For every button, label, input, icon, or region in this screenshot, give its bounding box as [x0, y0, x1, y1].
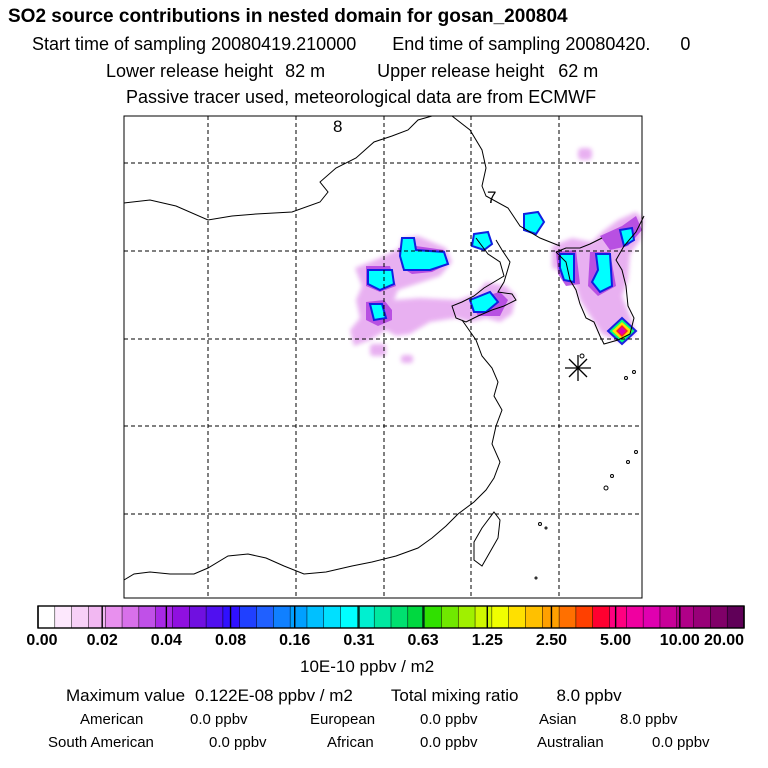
total-label: Total mixing ratio [390, 686, 519, 705]
tracer-note: Passive tracer used, meteorological data… [126, 87, 597, 107]
max-value: 0.122E-08 ppbv / m2 [195, 686, 353, 705]
colorbar-tick-label: 20.00 [703, 632, 745, 649]
colorbar-tick-label: 10.00 [659, 632, 700, 649]
region-african-label: African [327, 734, 374, 751]
region-european-label: European [310, 711, 376, 728]
colorbar-tick-label: 0.63 [407, 632, 439, 649]
region-african-value: 0.0 ppbv [420, 734, 478, 751]
colorbar-tick-label: 0.04 [150, 632, 182, 649]
summary-line: Maximum value 0.122E-08 ppbv / m2 Total mi… [66, 686, 622, 706]
region-american-label: American [80, 711, 144, 728]
release-heights: Lower release height 82 m Upper release he… [106, 61, 598, 82]
colorbar-tick-label: 1.25 [471, 632, 503, 649]
region-south-american-label: South American [48, 734, 154, 751]
region-south-american-value: 0.0 ppbv [209, 734, 267, 751]
upper-height-label: Upper release height [377, 61, 545, 81]
sampling-times: Start time of sampling 20080419.210000 En… [32, 34, 690, 55]
time-marker-7: 7 [487, 188, 496, 207]
region-european-value: 0.0 ppbv [420, 711, 478, 728]
colorbar-tick-label: 0.02 [86, 632, 118, 649]
map-frame [123, 115, 643, 599]
lower-height-value: 82 m [285, 61, 326, 81]
start-time: Start time of sampling 20080419.210000 [32, 34, 357, 54]
colorbar-tick-label: 0.08 [214, 632, 247, 649]
colorbar-units: 10E-10 ppbv / m2 [300, 657, 435, 676]
max-label: Maximum value [66, 686, 186, 705]
lower-height-label: Lower release height [106, 61, 274, 81]
end-hour: 0 [680, 34, 691, 54]
upper-height-value: 62 m [558, 61, 599, 81]
region-asian-value: 8.0 ppbv [620, 711, 678, 728]
release-site-icon [565, 355, 591, 381]
colorbar-tick-label: 5.00 [600, 632, 632, 649]
lat-lon-grid [124, 116, 642, 598]
region-australian-label: Australian [537, 734, 604, 751]
map-panel: 8 7 [123, 115, 645, 599]
colorbar-tick-label: 0.00 [26, 632, 58, 649]
region-australian-value: 0.0 ppbv [652, 734, 710, 751]
region-asian-label: Asian [539, 711, 577, 728]
coastlines [123, 115, 645, 581]
plume-high [367, 210, 636, 322]
end-time: End time of sampling 20080420. [392, 34, 651, 54]
colorbar-tick-label: 0.31 [343, 632, 375, 649]
colorbar-tick-label: 2.50 [535, 632, 568, 649]
total-value: 8.0 ppbv [556, 686, 622, 705]
colorbar-tick-label: 0.16 [279, 632, 311, 649]
region-american-value: 0.0 ppbv [190, 711, 248, 728]
page-title: SO2 source contributions in nested domai… [8, 6, 568, 27]
time-marker-8: 8 [333, 117, 342, 136]
